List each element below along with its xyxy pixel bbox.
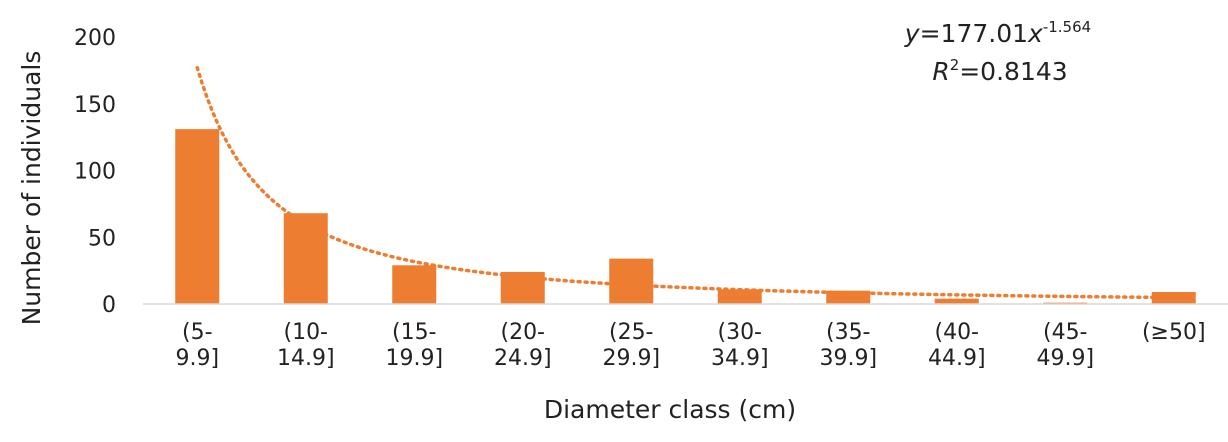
eq-coef: =177.01 (920, 19, 1028, 48)
bar-5 (717, 289, 762, 304)
x-category-label-8: (45-49.9] (1036, 320, 1094, 371)
x-category-label-2: (15-19.9] (385, 320, 443, 371)
y-tick-label-2: 100 (74, 160, 116, 185)
y-axis-title: Number of individuals (17, 51, 46, 326)
bar-1 (283, 213, 328, 304)
x-category-label-5: (30-34.9] (711, 320, 769, 371)
x-category-label-9: (≥50] (1142, 320, 1206, 345)
trend-r-squared: R2=0.8143 (932, 56, 1067, 86)
trend-equation: y=177.01x-1.564 (904, 18, 1091, 48)
x-category-label-4: (25-29.9] (602, 320, 660, 371)
eq-x-var: x (1027, 19, 1043, 48)
y-tick-label-1: 50 (88, 226, 116, 251)
bar-4 (609, 258, 654, 304)
y-ticks-group: 0 50 100 150 200 (74, 26, 116, 318)
bar-2 (392, 265, 437, 304)
trendline (195, 65, 1176, 300)
x-category-label-0: (5-9.9] (175, 320, 219, 371)
x-category-label-6: (35-39.9] (819, 320, 877, 371)
eq-exponent: -1.564 (1043, 18, 1091, 36)
r-sup: 2 (950, 56, 960, 74)
r-var: R (932, 57, 949, 86)
y-tick-label-4: 200 (74, 26, 116, 51)
bar-0 (175, 129, 220, 304)
x-category-label-3: (20-24.9] (494, 320, 552, 371)
y-tick-label-3: 150 (74, 93, 116, 118)
y-tick-label-0: 0 (102, 293, 116, 318)
x-category-label-1: (10-14.9] (277, 320, 335, 371)
bar-7 (934, 298, 979, 304)
eq-y-var: y (904, 19, 921, 48)
x-categories-group: (5-9.9] (10-14.9] (15-19.9] (20-24.9] (25-29… (175, 320, 1205, 371)
x-category-label-7: (40-44.9] (928, 320, 986, 371)
bars-group (175, 129, 1196, 304)
x-axis-title: Diameter class (cm) (544, 395, 796, 424)
r-value: =0.8143 (959, 57, 1067, 86)
